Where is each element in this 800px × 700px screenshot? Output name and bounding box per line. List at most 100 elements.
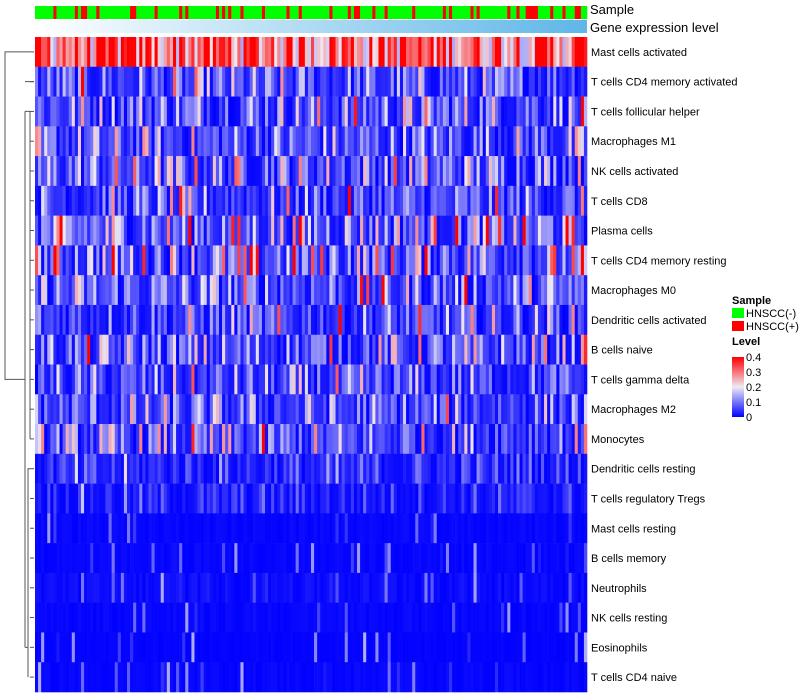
heatmap-cell — [93, 662, 97, 693]
heatmap-cell — [485, 304, 490, 336]
heatmap-cell — [50, 513, 54, 544]
heatmap-cell — [467, 453, 471, 484]
heatmap-cell — [225, 543, 229, 574]
heatmap-cell — [117, 96, 122, 127]
heatmap-cell — [35, 275, 39, 306]
heatmap-cell — [243, 334, 247, 365]
heatmap-cell — [335, 304, 339, 336]
heatmap-cell — [166, 37, 171, 68]
heatmap-cell — [452, 483, 456, 514]
heatmap-cell — [71, 66, 76, 97]
heatmap-cell — [344, 66, 349, 97]
heatmap-cell — [99, 364, 103, 395]
heatmap-cell — [148, 126, 152, 157]
heatmap-cell — [35, 483, 39, 514]
heatmap-cell — [384, 215, 388, 246]
heatmap-cell — [531, 543, 536, 574]
heatmap-cell — [519, 126, 523, 157]
heatmap-cell — [396, 334, 401, 365]
heatmap-cell — [516, 364, 520, 395]
heatmap-cell — [179, 483, 183, 514]
heatmap-cell — [127, 185, 131, 216]
heatmap-cell — [145, 66, 149, 97]
heatmap-cell — [157, 156, 162, 187]
heatmap-cell — [412, 483, 416, 514]
heatmap-cell — [329, 662, 333, 693]
heatmap-cell — [338, 602, 342, 633]
heatmap-cell — [188, 156, 192, 187]
sample-annotation-label: Sample — [590, 2, 634, 17]
heatmap-row — [35, 394, 588, 425]
heatmap-cell — [182, 334, 186, 365]
heatmap-cell — [157, 245, 162, 276]
heatmap-cell — [344, 156, 349, 187]
heatmap-cell — [353, 662, 358, 693]
heatmap-cell — [455, 543, 459, 574]
heatmap-cell — [151, 66, 155, 97]
heatmap-cell — [556, 215, 560, 246]
heatmap-cell — [522, 364, 526, 395]
heatmap-cell — [528, 215, 533, 246]
heatmap-cell — [307, 215, 312, 246]
heatmap-cell — [449, 37, 453, 68]
heatmap-cell — [71, 275, 76, 306]
heatmap-cell — [301, 275, 306, 306]
sample-cell — [111, 6, 116, 19]
heatmap-cell — [157, 602, 162, 633]
heatmap-cell — [353, 424, 358, 455]
heatmap-cell — [329, 37, 333, 68]
heatmap-cell — [307, 513, 312, 544]
heatmap-cell — [228, 483, 232, 514]
heatmap-cell — [341, 662, 346, 693]
heatmap-cell — [488, 662, 493, 693]
heatmap-cell — [504, 483, 508, 514]
heatmap-cell — [439, 364, 444, 395]
sample-cell — [237, 6, 241, 19]
heatmap-cell — [169, 304, 174, 336]
heatmap-cell — [399, 662, 404, 693]
heatmap-cell — [197, 662, 201, 693]
heatmap-cell — [544, 513, 548, 544]
heatmap-cell — [38, 602, 42, 633]
heatmap-cell — [74, 543, 79, 574]
heatmap-cell — [491, 453, 496, 484]
heatmap-cell — [237, 156, 241, 187]
heatmap-cell — [332, 662, 336, 693]
heatmap-cell — [185, 364, 189, 395]
heatmap-cell — [439, 275, 444, 306]
heatmap-cell — [320, 66, 324, 97]
heatmap-cell — [427, 513, 431, 544]
heatmap-cell — [353, 126, 358, 157]
heatmap-cell — [130, 483, 134, 514]
heatmap-cell — [513, 304, 517, 336]
heatmap-cell — [59, 96, 63, 127]
heatmap-cell — [332, 66, 336, 97]
heatmap-row — [35, 215, 588, 246]
heatmap-cell — [108, 483, 112, 514]
heatmap-cell — [304, 543, 309, 574]
sample-cell — [215, 6, 220, 19]
heatmap-cell — [445, 513, 450, 544]
sample-cell — [277, 6, 281, 19]
heatmap-cell — [35, 334, 39, 365]
heatmap-cell — [498, 185, 502, 216]
heatmap-cell — [240, 304, 244, 336]
heatmap-cell — [507, 126, 511, 157]
heatmap-cell — [442, 483, 447, 514]
heatmap-cell — [188, 543, 192, 574]
heatmap-cell — [366, 156, 370, 187]
heatmap-cell — [464, 572, 468, 603]
row-label: Monocytes — [591, 434, 645, 446]
heatmap-cell — [225, 513, 229, 544]
heatmap-cell — [344, 364, 349, 395]
heatmap-cell — [467, 632, 471, 663]
heatmap-cell — [261, 37, 266, 68]
heatmap-cell — [237, 662, 241, 693]
heatmap-cell — [329, 572, 333, 603]
heatmap-cell — [123, 245, 128, 276]
heatmap-cell — [467, 334, 471, 365]
heatmap-cell — [99, 334, 103, 365]
heatmap-cell — [574, 66, 579, 97]
heatmap-cell — [504, 215, 508, 246]
heatmap-cell — [559, 334, 563, 365]
